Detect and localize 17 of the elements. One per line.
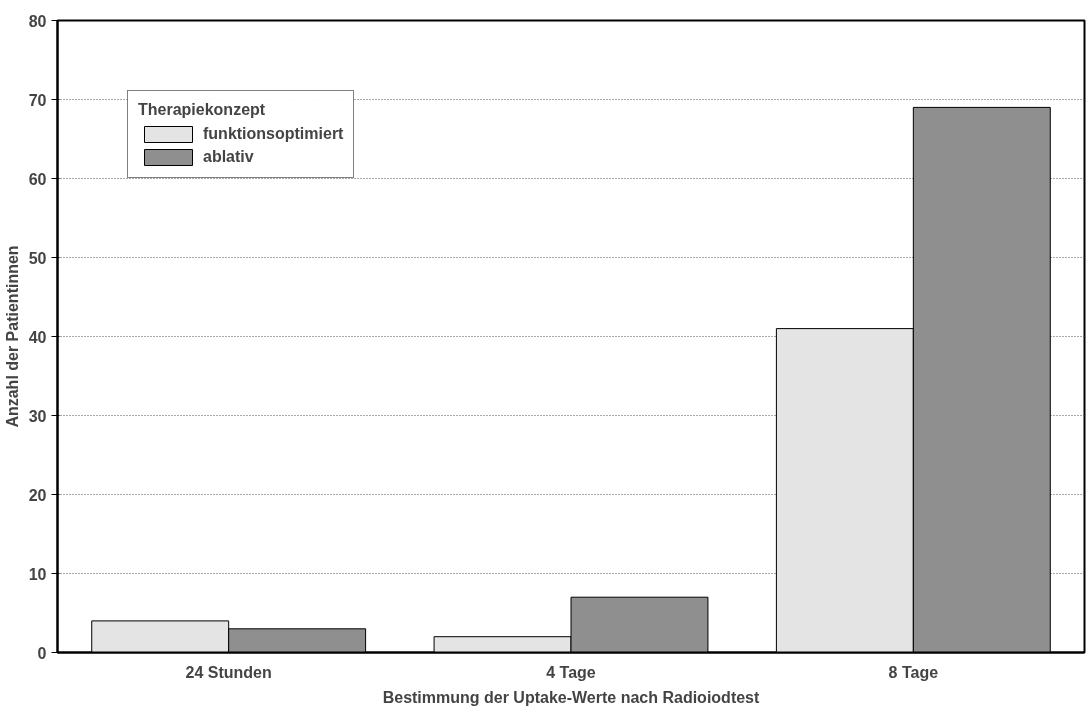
- y-tick-label: 60: [28, 170, 47, 188]
- x-tick-label: 24 Stunden: [185, 663, 272, 681]
- y-tick-label: 50: [28, 249, 47, 267]
- y-tick-label: 80: [28, 12, 47, 30]
- y-axis-title: Anzahl der Patientinnen: [3, 245, 21, 428]
- x-axis-title: Bestimmung der Uptake-Werte nach Radioiodtest: [382, 688, 760, 706]
- legend-label: funktionsoptimiert: [203, 125, 344, 143]
- legend-title: Therapiekonzept: [138, 101, 267, 119]
- y-tick-label: 70: [28, 91, 47, 109]
- x-tick-label: 8 Tage: [888, 663, 939, 681]
- y-tick-label: 0: [37, 644, 47, 662]
- y-tick-label: 30: [28, 407, 47, 425]
- y-tick-label: 10: [28, 565, 47, 583]
- y-tick-label: 40: [28, 328, 47, 346]
- legend-label: ablativ: [203, 148, 254, 166]
- y-tick-label: 20: [28, 486, 47, 504]
- x-tick-label: 4 Tage: [546, 663, 596, 681]
